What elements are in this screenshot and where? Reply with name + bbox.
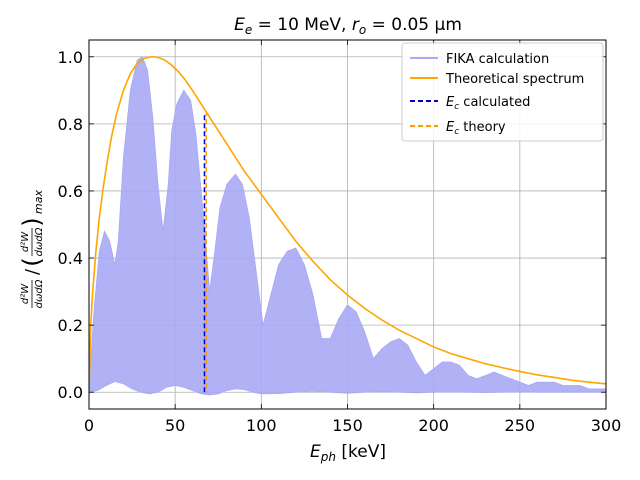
svg-text:(: (	[18, 257, 46, 266]
svg-text:d²W: d²W	[20, 231, 31, 252]
x-tick-label-6: 300	[591, 416, 622, 435]
svg-text:dωdΩ: dωdΩ	[34, 279, 45, 308]
y-tick-label-1: 0.2	[58, 316, 83, 335]
x-axis-title: Eph [keV]	[310, 442, 386, 464]
fika-calculation-band	[89, 56, 606, 396]
legend: FIKA calculation Theoretical spectrum Ec…	[401, 42, 604, 142]
legend-label-fika: FIKA calculation	[446, 52, 549, 67]
y-tick-label-2: 0.4	[58, 249, 83, 268]
svg-text:dωdΩ: dωdΩ	[34, 227, 45, 256]
y-tick-label-5: 1.0	[58, 48, 83, 67]
svg-text:): )	[18, 217, 46, 226]
legend-label-theory: Theoretical spectrum	[445, 72, 584, 87]
y-tick-label-0: 0.0	[58, 383, 83, 402]
y-axis-title: d²W dωdΩ / ( d²W dωdΩ ) max	[18, 190, 46, 309]
svg-text:d²W: d²W	[20, 283, 31, 304]
x-tick-label-4: 200	[418, 416, 449, 435]
svg-text:/: /	[22, 268, 43, 275]
chart-title: Ee = 10 MeV, ro = 0.05 μm	[234, 15, 462, 37]
x-tick-label-5: 250	[505, 416, 536, 435]
plot-series	[89, 55, 606, 396]
legend-box	[401, 42, 604, 142]
x-tick-label-0: 0	[84, 416, 94, 435]
theoretical-spectrum-line	[89, 55, 606, 393]
x-tick-label-2: 100	[246, 416, 277, 435]
svg-text:max: max	[32, 190, 45, 214]
legend-label-ec-theory: Ec theory	[446, 120, 506, 137]
y-tick-label-4: 0.8	[58, 115, 83, 134]
x-tick-label-1: 50	[165, 416, 185, 435]
x-tick-label-3: 150	[332, 416, 363, 435]
legend-label-ec-calculated: Ec calculated	[446, 95, 530, 112]
axis-ticks: 0 50 100 150 200 250 300 0.0 0.2 0.4 0.6 0.8 1.0	[58, 40, 622, 435]
y-tick-label-3: 0.6	[58, 182, 83, 201]
